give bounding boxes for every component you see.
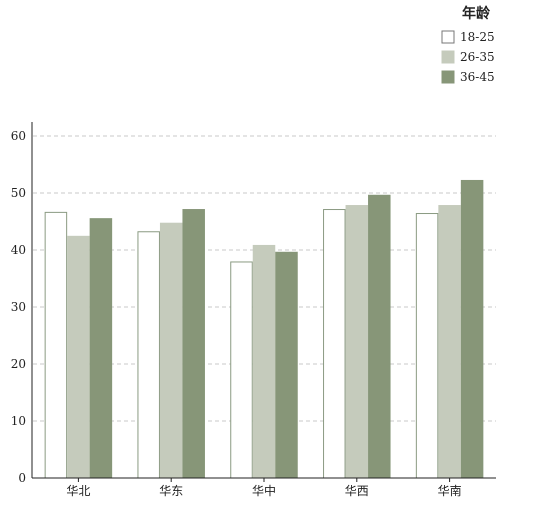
- legend-label: 36-45: [460, 70, 495, 84]
- y-tick-label: 30: [11, 300, 26, 314]
- y-tick-label: 0: [18, 471, 26, 485]
- y-tick-label: 20: [11, 357, 26, 371]
- bar: [460, 179, 484, 479]
- bar: [89, 218, 113, 479]
- legend-label: 18-25: [460, 30, 495, 44]
- x-tick-label: 华南: [438, 483, 462, 498]
- bars: [44, 179, 484, 479]
- bar: [182, 209, 205, 479]
- legend-title: 年龄: [462, 5, 491, 22]
- bar: [44, 211, 68, 479]
- x-tick-label: 华东: [159, 484, 183, 498]
- bar: [252, 244, 276, 479]
- axes: 0 10 20 30 40 50 60 华北 华东 华中 华西 华南: [11, 122, 496, 498]
- y-tick-label: 60: [11, 129, 26, 143]
- bar: [345, 205, 369, 479]
- y-tick-label: 50: [11, 186, 26, 200]
- bar: [137, 231, 160, 479]
- bar: [323, 209, 346, 479]
- bar: [275, 251, 298, 479]
- x-tick-label: 华中: [252, 483, 276, 498]
- y-tick-label: 40: [11, 243, 26, 257]
- bar: [368, 194, 391, 479]
- bar: [230, 261, 253, 479]
- bar: [67, 235, 90, 479]
- legend-label: 26-35: [460, 50, 495, 64]
- legend-swatch: [441, 50, 455, 64]
- x-tick-label: 华北: [66, 484, 90, 498]
- legend-swatch: [441, 70, 455, 84]
- legend-swatch: [441, 30, 455, 44]
- bar: [415, 213, 439, 479]
- legend: 年龄 18-25 26-35 36-45: [441, 5, 495, 84]
- y-tick-label: 10: [11, 414, 26, 428]
- x-tick-label: 华西: [345, 484, 369, 498]
- bar: [159, 222, 183, 479]
- bar: [438, 205, 461, 479]
